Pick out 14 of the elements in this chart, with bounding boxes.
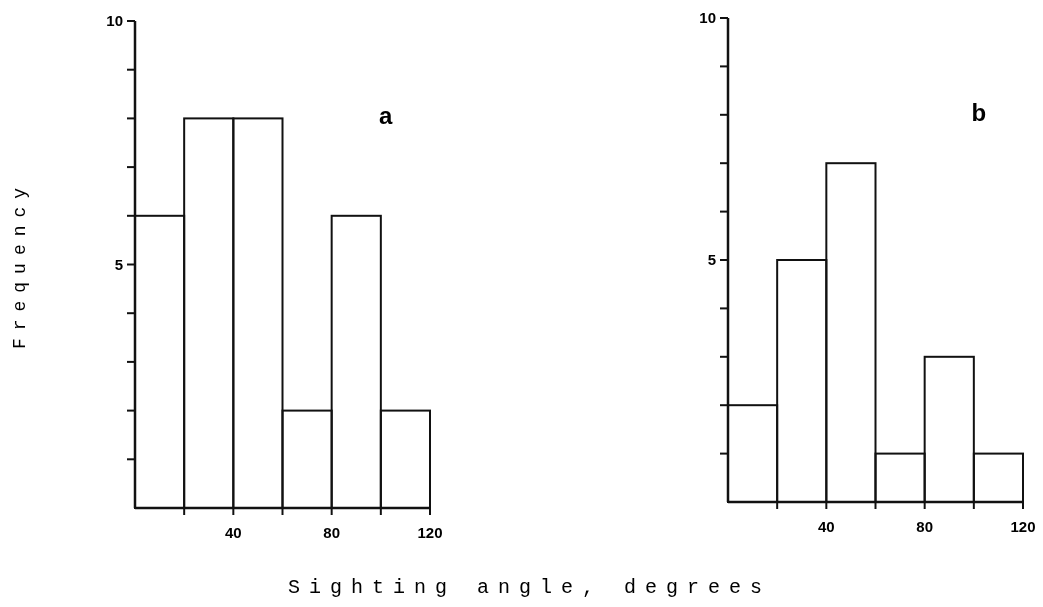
- x-tick-label: 40: [817, 518, 835, 535]
- x-tick-label: 120: [1010, 518, 1036, 535]
- x-tick-label: 80: [323, 524, 341, 541]
- y-tick-label: 5: [707, 251, 716, 269]
- x-axis-title: Sighting angle, degrees: [287, 576, 772, 599]
- y-axis-title: Frequency: [10, 179, 30, 350]
- x-tick-label: 40: [224, 524, 242, 541]
- y-tick-label: 10: [699, 9, 716, 27]
- y-tick-label: 5: [114, 255, 123, 273]
- text: b: [971, 99, 987, 126]
- y-tick-label: 10: [106, 12, 123, 30]
- text: a: [379, 102, 394, 129]
- x-tick-label: 120: [417, 524, 443, 541]
- x-tick-label: 80: [916, 518, 934, 535]
